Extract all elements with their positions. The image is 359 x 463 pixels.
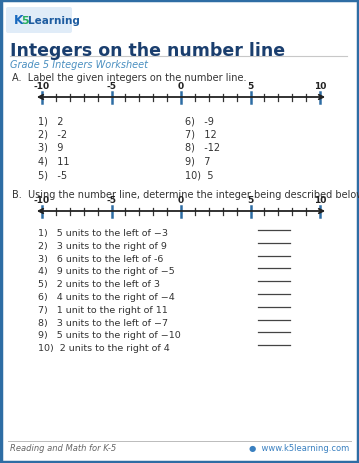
Text: 5: 5 (247, 195, 253, 205)
Text: 4)   11: 4) 11 (38, 156, 70, 166)
Text: 0: 0 (178, 82, 184, 91)
Text: 3)   6 units to the left of -6: 3) 6 units to the left of -6 (38, 254, 163, 263)
Text: 10)  5: 10) 5 (185, 169, 214, 180)
Text: 8)   -12: 8) -12 (185, 143, 220, 153)
Text: 3)   9: 3) 9 (38, 143, 64, 153)
FancyBboxPatch shape (6, 8, 72, 34)
Text: Grade 5 Integers Worksheet: Grade 5 Integers Worksheet (10, 60, 148, 70)
Text: 7)   12: 7) 12 (185, 129, 217, 139)
Text: -10: -10 (34, 82, 50, 91)
Text: 6)   4 units to the right of −4: 6) 4 units to the right of −4 (38, 292, 175, 301)
Text: 10: 10 (314, 195, 326, 205)
Text: 10: 10 (314, 82, 326, 91)
Text: 2)   -2: 2) -2 (38, 129, 67, 139)
Text: 10)  2 units to the right of 4: 10) 2 units to the right of 4 (38, 344, 170, 352)
Text: 4)   9 units to the right of −5: 4) 9 units to the right of −5 (38, 267, 175, 276)
Text: K: K (14, 14, 24, 27)
Text: -5: -5 (107, 82, 117, 91)
Text: 5)   -5: 5) -5 (38, 169, 67, 180)
Text: Learning: Learning (28, 16, 80, 26)
Text: ●  www.k5learning.com: ● www.k5learning.com (249, 443, 349, 452)
Text: 0: 0 (178, 195, 184, 205)
Text: Reading and Math for K-5: Reading and Math for K-5 (10, 443, 116, 452)
Text: 9)   7: 9) 7 (185, 156, 210, 166)
Text: A.  Label the given integers on the number line.: A. Label the given integers on the numbe… (12, 73, 247, 83)
Text: 6)   -9: 6) -9 (185, 116, 214, 126)
Text: 5: 5 (21, 16, 29, 26)
Text: 2)   3 units to the right of 9: 2) 3 units to the right of 9 (38, 241, 167, 250)
Text: 5: 5 (247, 82, 253, 91)
Text: B.  Using the number line, determine the integer being described below.: B. Using the number line, determine the … (12, 189, 359, 200)
Text: -5: -5 (107, 195, 117, 205)
Text: Integers on the number line: Integers on the number line (10, 42, 285, 60)
Text: 7)   1 unit to the right of 11: 7) 1 unit to the right of 11 (38, 305, 168, 314)
Text: -10: -10 (34, 195, 50, 205)
Text: 8)   3 units to the left of −7: 8) 3 units to the left of −7 (38, 318, 168, 327)
Text: 5)   2 units to the left of 3: 5) 2 units to the left of 3 (38, 280, 160, 288)
Text: 9)   5 units to the right of −10: 9) 5 units to the right of −10 (38, 331, 181, 340)
Text: 1)   5 units to the left of −3: 1) 5 units to the left of −3 (38, 229, 168, 238)
Text: 1)   2: 1) 2 (38, 116, 64, 126)
